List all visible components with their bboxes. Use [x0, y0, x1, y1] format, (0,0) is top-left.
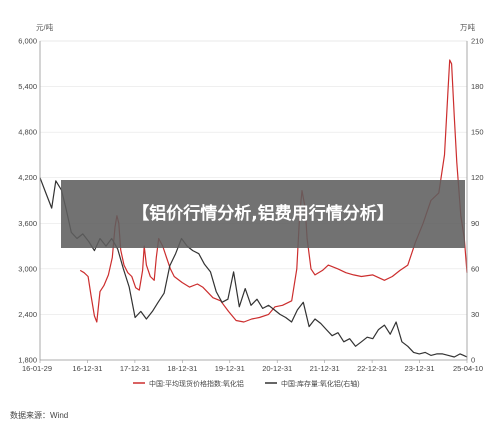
x-tick-label: 22-12-31	[357, 364, 387, 373]
x-tick-label: 19-12-31	[215, 364, 245, 373]
y-left-tick-label: 1,800	[18, 356, 37, 365]
y-right-tick-label: 30	[471, 310, 479, 319]
x-tick-label: 23-12-31	[405, 364, 435, 373]
axes: 1,800 2,400 3,000 3,600 4,200 4,800 5,400 6,000…	[18, 37, 483, 374]
y-left-tick-label: 5,400	[18, 82, 37, 91]
x-tick-label: 16-01-29	[22, 364, 52, 373]
legend: 中国:平均现货价格指数:氧化铝 中国:库存量:氧化铝(右轴)	[133, 379, 360, 388]
x-tick-label: 20-12-31	[262, 364, 292, 373]
y-right-tick-label: 90	[471, 219, 479, 228]
y-right-tick-label: 210	[471, 37, 484, 46]
y-left-tick-label: 4,800	[18, 128, 37, 137]
legend-label-inventory: 中国:库存量:氧化铝(右轴)	[281, 379, 360, 388]
title-banner: 【铝价行情分析,铝费用行情分析】	[61, 180, 465, 248]
x-tick-label: 16-12-31	[72, 364, 102, 373]
right-unit-label: 万吨	[460, 22, 475, 32]
legend-label-price: 中国:平均现货价格指数:氧化铝	[149, 379, 244, 388]
source-note: 数据来源：Wind	[10, 411, 69, 420]
y-left-tick-label: 4,200	[18, 173, 37, 182]
y-left-tick-label: 6,000	[18, 37, 37, 46]
x-tick-label: 17-12-31	[120, 364, 150, 373]
y-right-tick-label: 120	[471, 173, 484, 182]
y-left-tick-label: 3,600	[18, 219, 37, 228]
y-right-tick-label: 180	[471, 82, 484, 91]
y-right-tick-label: 0	[471, 356, 475, 365]
y-right-tick-label: 60	[471, 264, 479, 273]
y-left-tick-label: 3,000	[18, 264, 37, 273]
x-tick-label: 21-12-31	[310, 364, 340, 373]
left-unit-label: 元/吨	[36, 22, 54, 32]
y-left-tick-label: 2,400	[18, 310, 37, 319]
page-title: 【铝价行情分析,铝费用行情分析】	[132, 204, 394, 224]
x-tick-label: 25-04-10	[453, 364, 483, 373]
x-tick-label: 18-12-31	[167, 364, 197, 373]
y-right-tick-label: 150	[471, 128, 484, 137]
